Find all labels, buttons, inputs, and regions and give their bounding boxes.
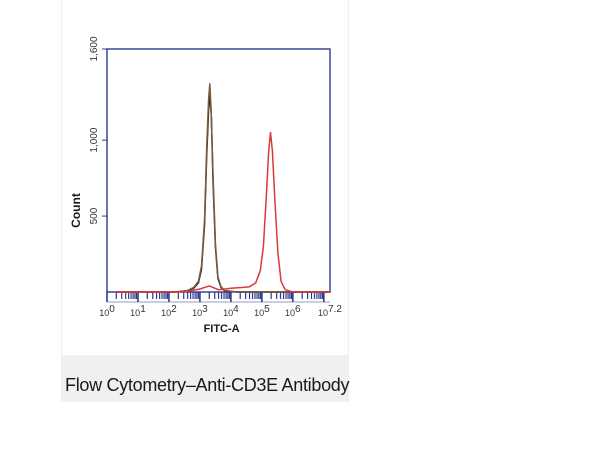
x-tick-band — [106, 292, 330, 303]
series-line-1 — [116, 93, 330, 293]
caption-bar: Flow Cytometry–Anti-CD3E Antibody — [62, 355, 350, 402]
y-tick-label: 500 — [89, 207, 100, 224]
x-tick-label: 100 — [99, 304, 115, 318]
x-tick-label: 105 — [254, 304, 270, 318]
figure-card: 500 1,000 1,600 100 101 102 103 104 105 106 107.2… — [61, 0, 350, 402]
y-tick-label: 1,600 — [89, 36, 100, 61]
x-axis: 100 101 102 103 104 105 106 107.2 — [99, 304, 342, 318]
x-tick-label: 106 — [285, 304, 301, 318]
series-layer — [116, 83, 330, 293]
series-line-2 — [116, 83, 330, 293]
x-tick-label: 102 — [161, 304, 177, 318]
y-axis-label: Count — [69, 193, 83, 228]
x-tick-label: 104 — [223, 304, 239, 318]
plot-frame — [106, 48, 331, 293]
y-axis: 500 1,000 1,600 — [89, 36, 107, 224]
x-tick-label: 103 — [192, 304, 208, 318]
x-axis-label: FITC-A — [204, 323, 240, 335]
series-line-3 — [116, 131, 330, 293]
x-tick-label: 101 — [130, 304, 146, 318]
figure-caption: Flow Cytometry–Anti-CD3E Antibody — [65, 375, 350, 395]
chart: 500 1,000 1,600 100 101 102 103 104 105 106 107.2… — [69, 36, 342, 335]
y-tick-label: 1,000 — [89, 127, 100, 152]
x-tick-label: 107.2 — [318, 304, 342, 318]
